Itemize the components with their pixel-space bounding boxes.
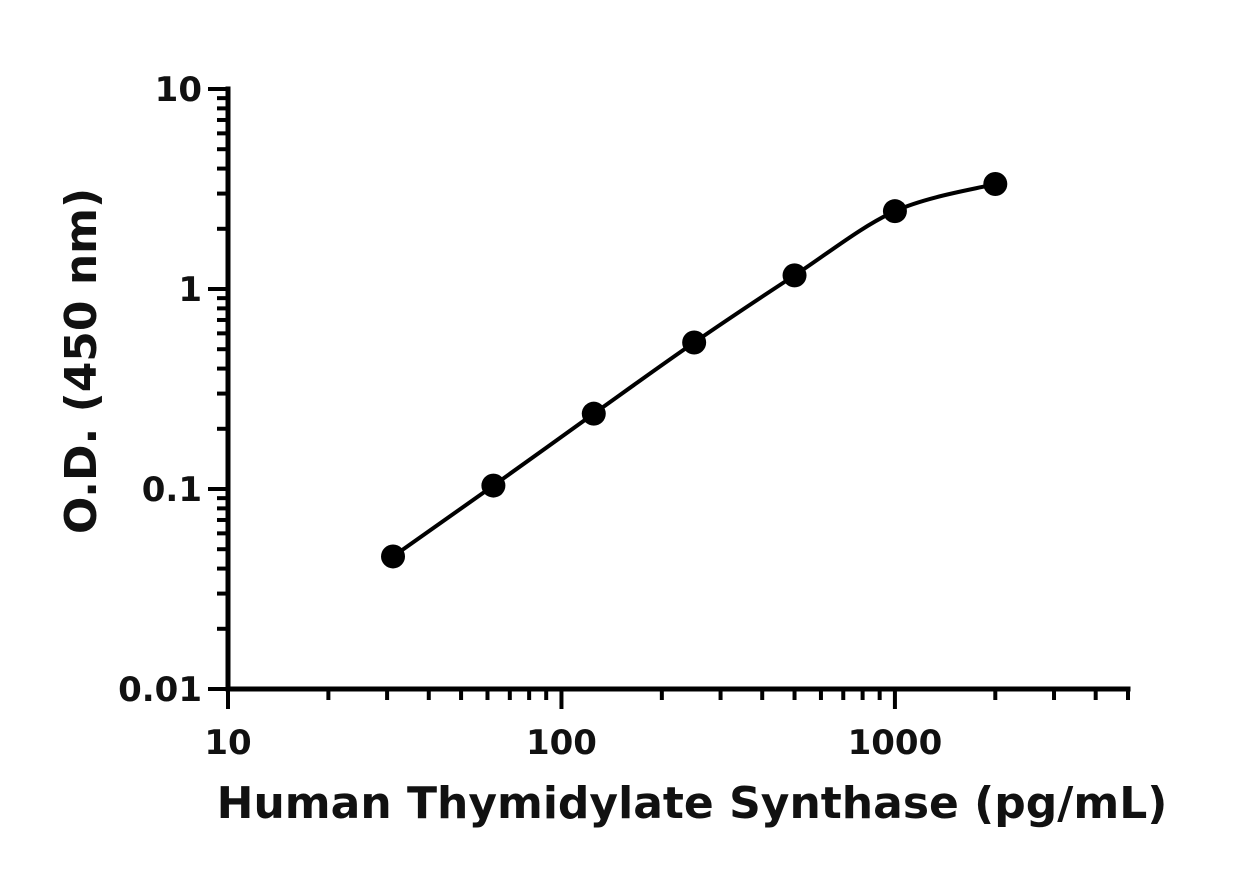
data-point — [682, 330, 707, 355]
data-point — [381, 544, 406, 569]
data-point — [983, 171, 1008, 196]
x-axis-title: Human Thymidylate Synthase (pg/mL) — [217, 778, 1168, 829]
x-tick-label: 1000 — [848, 723, 943, 763]
data-point — [782, 263, 807, 288]
data-point — [481, 473, 506, 498]
axes — [225, 86, 1131, 692]
data-point — [581, 401, 606, 426]
fit-curve — [391, 182, 996, 559]
x-axis-ticks — [226, 689, 1130, 709]
y-tick-label: 0.01 — [118, 670, 202, 710]
x-tick-label: 100 — [526, 723, 597, 763]
data-points — [381, 171, 1008, 569]
x-tick-label: 10 — [204, 723, 251, 763]
y-tick-label: 1 — [178, 270, 202, 310]
y-axis-ticks — [208, 87, 228, 691]
y-tick-label: 10 — [155, 70, 202, 110]
data-point — [882, 199, 907, 224]
y-axis-tick-labels: 0.01 0.1 1 10 — [118, 70, 202, 710]
y-tick-label: 0.1 — [142, 470, 202, 510]
y-axis-title: O.D. (450 nm) — [56, 188, 107, 534]
x-axis-tick-labels: 10 100 1000 — [204, 723, 942, 763]
